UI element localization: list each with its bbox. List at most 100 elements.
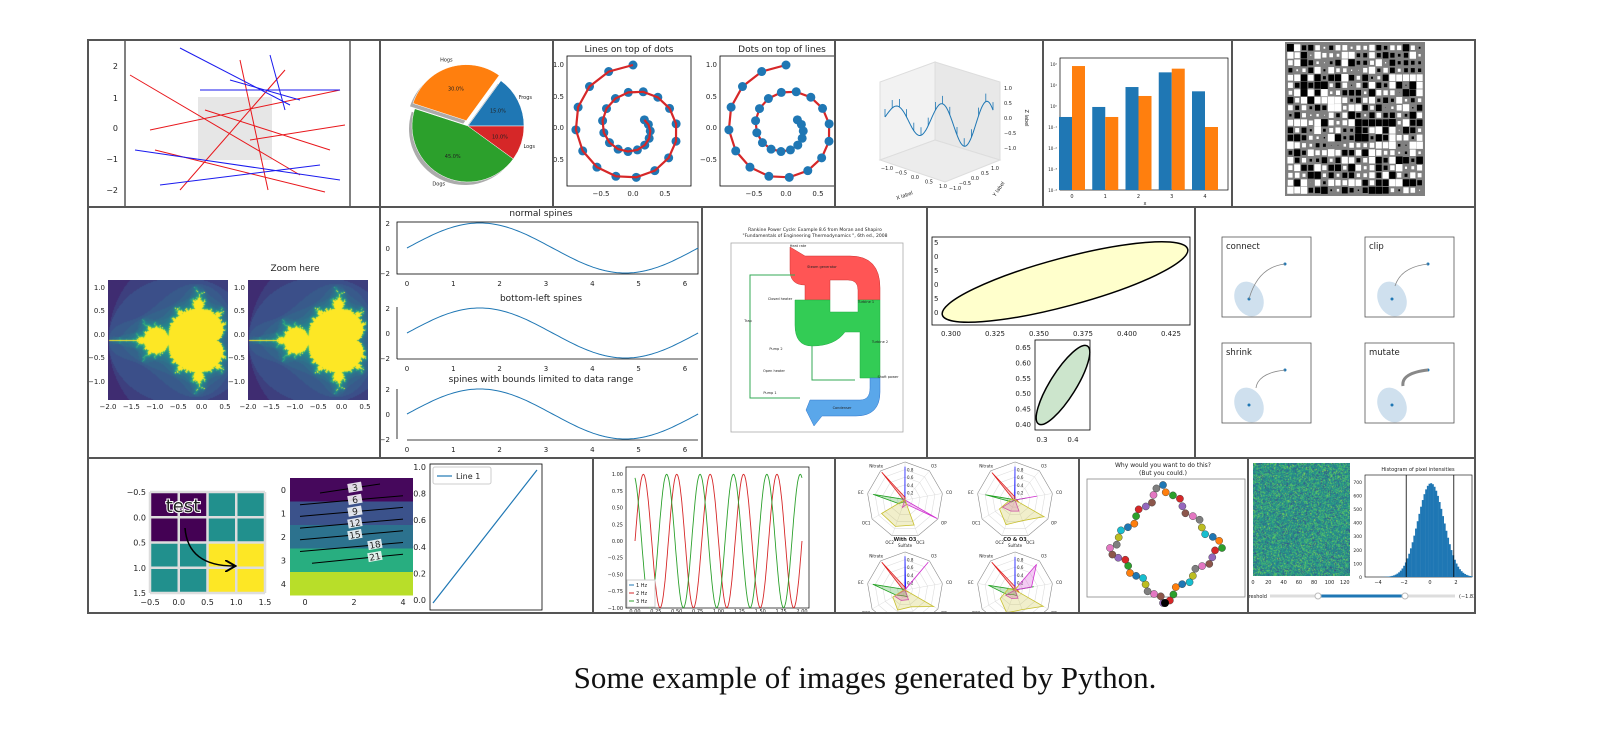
histogram-bar (1447, 537, 1450, 577)
contour-label-bg (347, 493, 363, 506)
hinton-cell (1416, 134, 1423, 141)
slice-percent: 10.0% (492, 134, 508, 140)
hinton-cell (1308, 164, 1314, 171)
radar-grid (1007, 582, 1023, 598)
hinton-cell (1308, 82, 1314, 88)
slice-label: Logs (523, 144, 535, 150)
legend-label: Line 1 (456, 472, 480, 481)
hinton-cell (1316, 136, 1319, 140)
hinton-cell (1363, 45, 1367, 50)
chart-title: Why would you want to do this? (1115, 462, 1211, 469)
contour-label-bg (347, 528, 363, 541)
tick-label: 10⁻² (1048, 146, 1057, 151)
tick-label: 5 (934, 267, 938, 275)
hinton-cell (1355, 89, 1361, 96)
hinton-cell (1409, 74, 1416, 82)
hinton-cell (1301, 45, 1307, 51)
contour-band (290, 572, 413, 596)
tick-label: 0.5 (812, 190, 823, 198)
hinton-cell (1308, 135, 1313, 140)
marker-circle (1117, 526, 1125, 535)
hinton-cell (1402, 44, 1410, 52)
hinton-cell (1397, 121, 1401, 125)
spoke-label: OP (1051, 520, 1057, 525)
ring-label: 0.8 (1017, 468, 1024, 473)
axes-frame (1086, 478, 1246, 598)
slider-handle[interactable] (1314, 592, 1322, 600)
hinton-cell (1294, 59, 1301, 67)
radar-spoke (981, 499, 1016, 520)
spoke-label: OC2 (885, 630, 894, 635)
contour-label: 9 (351, 507, 359, 518)
hinton-cell (1389, 119, 1396, 127)
contour-label: 21 (369, 552, 382, 564)
radar-grid (984, 559, 1046, 613)
radar-spoke (1014, 470, 1040, 501)
bar (1158, 72, 1172, 190)
hinton-cell (1397, 53, 1401, 57)
hinton-cell (1307, 171, 1314, 179)
tick-label: −1.0 (88, 378, 105, 386)
hinton-cell (1328, 120, 1334, 126)
sankey-label: Pump 2 (769, 347, 782, 351)
hinton-cell (1336, 53, 1340, 57)
panel-frame (1247, 457, 1476, 614)
panel-diamond: Why would you want to do this?(But you c… (1086, 462, 1246, 607)
hinton-cell (1324, 114, 1325, 116)
chart-title: Rankine Power Cycle: Example 8.6 from Mo… (748, 227, 882, 233)
hinton-cell (1356, 75, 1361, 80)
hinton-cell (1369, 52, 1375, 59)
hinton-cell (1416, 119, 1423, 126)
z-axis-label: Z label (1023, 109, 1029, 126)
tick-label: −0.5 (88, 354, 105, 362)
hinton-cell (1362, 82, 1368, 88)
hinton-cell (1416, 74, 1423, 82)
tick-label: 0.0 (172, 598, 185, 607)
hinton-cell (1376, 149, 1382, 156)
radar-spoke (1006, 589, 1016, 613)
marker-circle (1132, 572, 1140, 580)
hinton-cell (1329, 61, 1333, 65)
tick-label: 1.0 (991, 166, 999, 172)
spiral-dot (793, 140, 803, 150)
marker-circle (1108, 550, 1117, 559)
tick-label: 2 (1454, 580, 1457, 586)
hinton-cell (1416, 81, 1423, 89)
tick-label: 0.50 (612, 506, 623, 512)
tick-label: 0.4 (1067, 436, 1079, 444)
tick-label: 1.0 (553, 61, 564, 69)
slider-handle[interactable] (1401, 592, 1409, 600)
hinton-cell (1314, 74, 1321, 82)
hinton-cell (1383, 45, 1388, 50)
hinton-cell (1321, 186, 1328, 194)
hinton-cell (1335, 179, 1341, 186)
hinton-cell (1369, 165, 1375, 171)
histogram-bar (1398, 572, 1401, 577)
hinton-cell (1409, 81, 1417, 89)
hinton-cell (1405, 144, 1407, 146)
histogram-bar (1433, 486, 1436, 577)
hinton-cell (1389, 112, 1395, 118)
hinton-cell (1382, 52, 1389, 59)
tick-label: 0 (934, 309, 938, 317)
tick-label: 0.0 (553, 124, 564, 132)
spoke-label: OC3 (1026, 630, 1035, 635)
heatmap-cell (207, 517, 237, 543)
spiral-line (727, 63, 831, 179)
subplot-title: normal spines (509, 209, 573, 219)
hinton-cell (1336, 68, 1340, 73)
histogram-bar (1435, 490, 1438, 577)
tick-label: 1 (1104, 194, 1107, 200)
tick-label: 4 (590, 446, 595, 454)
histogram-bar (1418, 513, 1421, 577)
hinton-cell (1337, 144, 1339, 146)
subplot-title: Dots on top of lines (738, 45, 826, 55)
hinton-cell (1327, 96, 1335, 104)
tick-label: 5 (636, 365, 640, 373)
hinton-cell (1355, 179, 1362, 186)
tick-label: −4 (1374, 580, 1381, 586)
tick-label: 0.4 (1209, 330, 1221, 338)
hinton-cell (1356, 112, 1361, 118)
hinton-cell (1328, 164, 1334, 171)
hinton-cell (1294, 157, 1300, 163)
